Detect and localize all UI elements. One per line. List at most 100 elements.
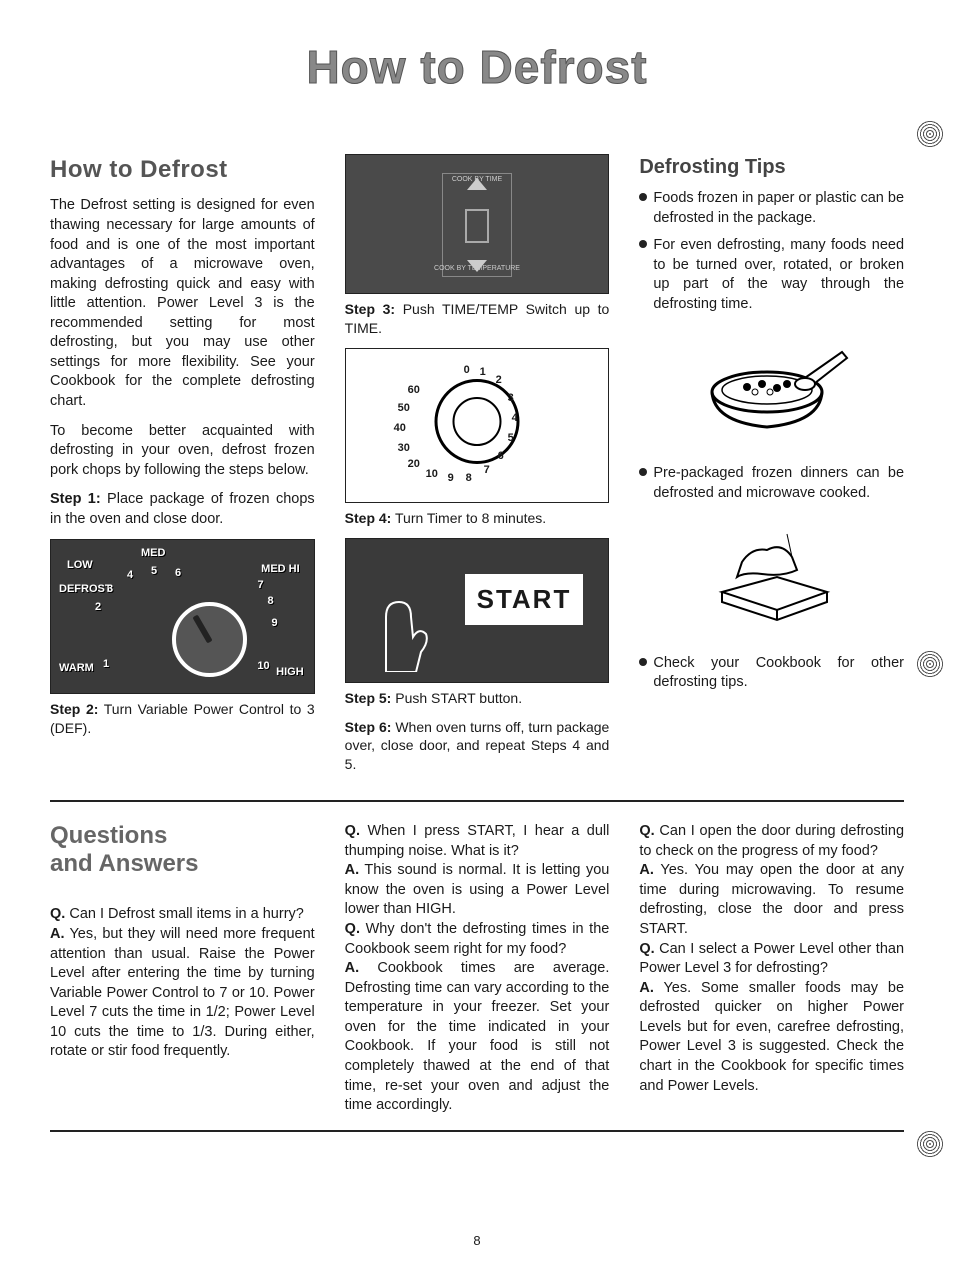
step-label: Step 1: [50,491,101,507]
step-label: Step 3: [345,301,395,317]
qa-item: Q. Can I open the door during defrosting… [639,822,904,861]
qa-item: Q. When I press START, I hear a dull thu… [345,822,610,861]
tip-text: Pre-packaged frozen dinners can be defro… [653,464,904,503]
bullet-icon [639,193,647,201]
dial-n5: 5 [151,564,157,579]
switch-label-bot: COOK BY TEMPERATURE [434,264,520,273]
tn3: 3 [508,391,514,406]
main-content: How to Defrost The Defrost setting is de… [50,154,904,784]
q-text: Can I Defrost small items in a hurry? [65,906,304,922]
switch-label-top: COOK BY TIME [452,175,502,184]
tn50: 50 [398,401,410,416]
qa-item: A. Cookbook times are average. Defrostin… [345,959,610,1116]
tip-text: Check your Cookbook for other defrosting… [653,654,904,693]
bullet-icon [639,468,647,476]
tn8: 8 [466,471,472,486]
q-label: Q. [50,906,65,922]
dial-n10: 10 [257,659,269,674]
step-4: Step 4: Turn Timer to 8 minutes. [345,509,610,528]
dial-n7: 7 [258,578,264,593]
q-text: When I press START, I hear a dull thumpi… [345,823,610,859]
column-left: How to Defrost The Defrost setting is de… [50,154,315,784]
tn2: 2 [496,373,502,388]
tips-heading: Defrosting Tips [639,154,904,181]
dial-n6: 6 [175,566,181,581]
timer-figure: 0 1 2 3 4 5 6 7 8 9 10 20 30 40 50 60 [345,348,610,503]
step-6: Step 6: When oven turns off, turn packag… [345,718,610,775]
start-label: START [465,574,584,625]
binder-ring-icon [916,1130,944,1158]
qa-heading-text: Questionsand Answers [50,822,199,877]
dial-label-defrost: DEFROST [59,582,112,597]
tn60: 60 [408,383,420,398]
qa-col-2: Q. When I press START, I hear a dull thu… [345,822,610,1115]
q-text: Can I select a Power Level other than Po… [639,941,904,977]
dial-label-low: LOW [67,558,93,573]
tip-text: Foods frozen in paper or plastic can be … [653,189,904,228]
tip-1: Foods frozen in paper or plastic can be … [639,189,904,228]
a-text: Yes, but they will need more frequent at… [50,926,315,1059]
qa-section: Questionsand Answers Q. Can I Defrost sm… [50,822,904,1115]
qa-item: A. Yes. Some smaller foods may be defros… [639,979,904,1096]
tn4: 4 [512,411,518,426]
column-middle: COOK BY TIME COOK BY TEMPERATURE Step 3:… [345,154,610,784]
bullet-icon [639,240,647,248]
qa-item: A. Yes. You may open the door at any tim… [639,861,904,939]
a-label: A. [50,926,65,942]
a-text: This sound is normal. It is letting you … [345,862,610,917]
step-2: Step 2: Turn Variable Power Control to 3… [50,700,315,738]
tn5: 5 [508,431,514,446]
tip-3: Pre-packaged frozen dinners can be defro… [639,464,904,503]
binder-ring-icon [916,650,944,678]
tn10: 10 [426,467,438,482]
intro-paragraph: The Defrost setting is designed for even… [50,196,315,411]
start-button-figure: START [345,538,610,683]
step-label: Step 2: [50,701,98,717]
step-label: Step 4: [345,510,392,526]
section-heading: How to Defrost [50,154,315,186]
step-label: Step 6: [345,719,392,735]
step-text: Push START button. [391,690,522,706]
dial-label-med: MED [141,546,165,561]
tn7: 7 [484,463,490,478]
page-number: 8 [473,1233,480,1248]
tn40: 40 [394,421,406,436]
qa-item: Q. Can I Defrost small items in a hurry? [50,905,315,925]
qa-item: A. This sound is normal. It is letting y… [345,861,610,920]
q-text: Why don't the defrosting times in the Co… [345,921,610,957]
footer-divider [50,1130,904,1132]
bowl-illustration [639,322,904,452]
dial-wheel-icon [172,602,247,677]
step-1: Step 1: Place package of frozen chops in… [50,490,315,529]
qa-item: Q. Can I select a Power Level other than… [639,940,904,979]
switch-slot-icon [465,209,489,243]
tip-text: For even defrosting, many foods need to … [653,236,904,314]
tip-4: Check your Cookbook for other defrosting… [639,654,904,693]
q-label: Q. [639,941,654,957]
qa-col-1: Questionsand Answers Q. Can I Defrost sm… [50,822,315,1115]
tn0: 0 [464,363,470,378]
tn20: 20 [408,457,420,472]
q-label: Q. [639,823,654,839]
q-text: Can I open the door during defrosting to… [639,823,904,859]
finger-press-icon [371,592,431,672]
a-text: Yes. Some smaller foods may be defrosted… [639,980,904,1094]
step-text: Turn Timer to 8 minutes. [391,510,546,526]
qa-item: A. Yes, but they will need more frequent… [50,925,315,1062]
q-label: Q. [345,921,360,937]
a-label: A. [345,862,360,878]
a-text: Cookbook times are average. Defrosting t… [345,960,610,1113]
tn30: 30 [398,441,410,456]
qa-heading: Questionsand Answers [50,822,315,877]
time-temp-switch-figure: COOK BY TIME COOK BY TEMPERATURE [345,154,610,294]
step-label: Step 5: [345,690,392,706]
qa-col-3: Q. Can I open the door during defrosting… [639,822,904,1115]
tn6: 6 [498,449,504,464]
tip-2: For even defrosting, many foods need to … [639,236,904,314]
dial-n2: 2 [95,600,101,615]
dial-label-high: HIGH [276,665,304,680]
intro-paragraph-2: To become better acquainted with defrost… [50,422,315,481]
bullet-icon [639,658,647,666]
dial-n1: 1 [103,657,109,672]
tn9: 9 [448,471,454,486]
